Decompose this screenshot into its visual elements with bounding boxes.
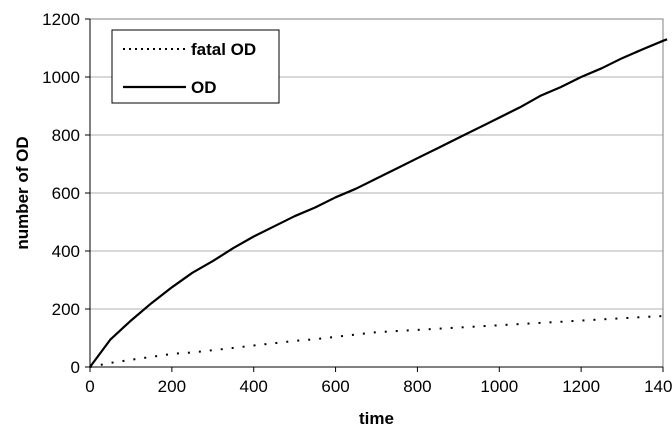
x-tick-label-1000: 1000 (480, 377, 518, 396)
series-line-od (89, 38, 668, 368)
series-layer (89, 38, 668, 368)
legend-box (111, 29, 280, 104)
x-tick-label-800: 800 (403, 377, 431, 396)
y-tick-label-200: 200 (52, 300, 80, 319)
legend: fatal OD OD (111, 29, 280, 104)
x-tick-label-200: 200 (158, 377, 186, 396)
y-tick-label-400: 400 (52, 242, 80, 261)
legend-label-fatal-od: fatal OD (191, 40, 256, 59)
x-axis-title: time (359, 409, 394, 428)
y-tick-label-0: 0 (71, 358, 80, 377)
x-tick-label-1200: 1200 (562, 377, 600, 396)
legend-label-od: OD (191, 78, 217, 97)
x-tick-label-400: 400 (240, 377, 268, 396)
axis-layer: 0 200 400 600 800 1000 1200 0 200 400 600 800 1000 12… (42, 10, 672, 396)
y-tick-label-600: 600 (52, 184, 80, 203)
x-tick-label-600: 600 (321, 377, 349, 396)
y-tick-label-1000: 1000 (42, 68, 80, 87)
series-line-fatal-od (89, 315, 664, 368)
y-tick-label-800: 800 (52, 126, 80, 145)
x-tick-label-0: 0 (85, 377, 94, 396)
y-tick-label-1200: 1200 (42, 10, 80, 29)
y-axis-title: number of OD (13, 136, 32, 249)
x-tick-label-1400: 1400 (644, 377, 672, 396)
